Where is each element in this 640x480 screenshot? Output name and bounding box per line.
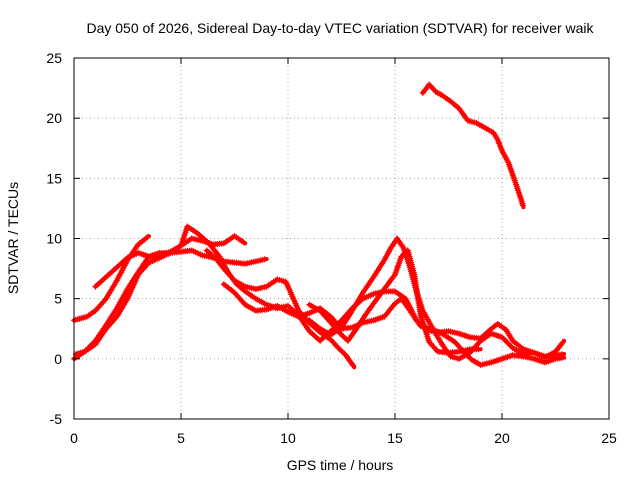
x-tick-label: 5 <box>177 430 185 446</box>
data-point <box>558 354 565 361</box>
y-tick-label: 15 <box>46 170 62 186</box>
axes: 0 5 10 15 20 25 -5 0 5 10 15 20 25 <box>46 50 617 446</box>
series-track-1 <box>71 234 151 324</box>
x-tick-label: 0 <box>70 430 78 446</box>
chart-title: Day 050 of 2026, Sidereal Day-to-day VTE… <box>86 20 594 36</box>
y-tick-label: 20 <box>46 110 62 126</box>
x-tick-label: 10 <box>280 430 296 446</box>
y-tick-label: 0 <box>54 351 62 367</box>
y-tick-label: 10 <box>46 231 62 247</box>
x-tick-label: 20 <box>494 430 510 446</box>
data-point <box>261 256 268 263</box>
data-point <box>501 336 508 343</box>
plot-area <box>71 81 567 370</box>
y-axis-label: SDTVAR / TECUs <box>5 182 21 294</box>
y-tick-label: 25 <box>46 50 62 66</box>
data-point <box>240 239 247 246</box>
series-track-4 <box>73 223 567 360</box>
data-point <box>144 234 151 241</box>
data-point <box>350 362 357 369</box>
data-point <box>499 334 505 341</box>
data-point <box>559 339 566 346</box>
y-tick-label: 5 <box>54 291 62 307</box>
x-tick-label: 25 <box>601 430 617 446</box>
data-point <box>475 346 482 353</box>
data-point <box>519 202 526 209</box>
series-track-9 <box>419 81 526 210</box>
x-tick-label: 15 <box>387 430 403 446</box>
x-axis-label: GPS time / hours <box>287 457 394 473</box>
y-tick-label: -5 <box>50 411 63 427</box>
series-track-8 <box>306 247 483 356</box>
